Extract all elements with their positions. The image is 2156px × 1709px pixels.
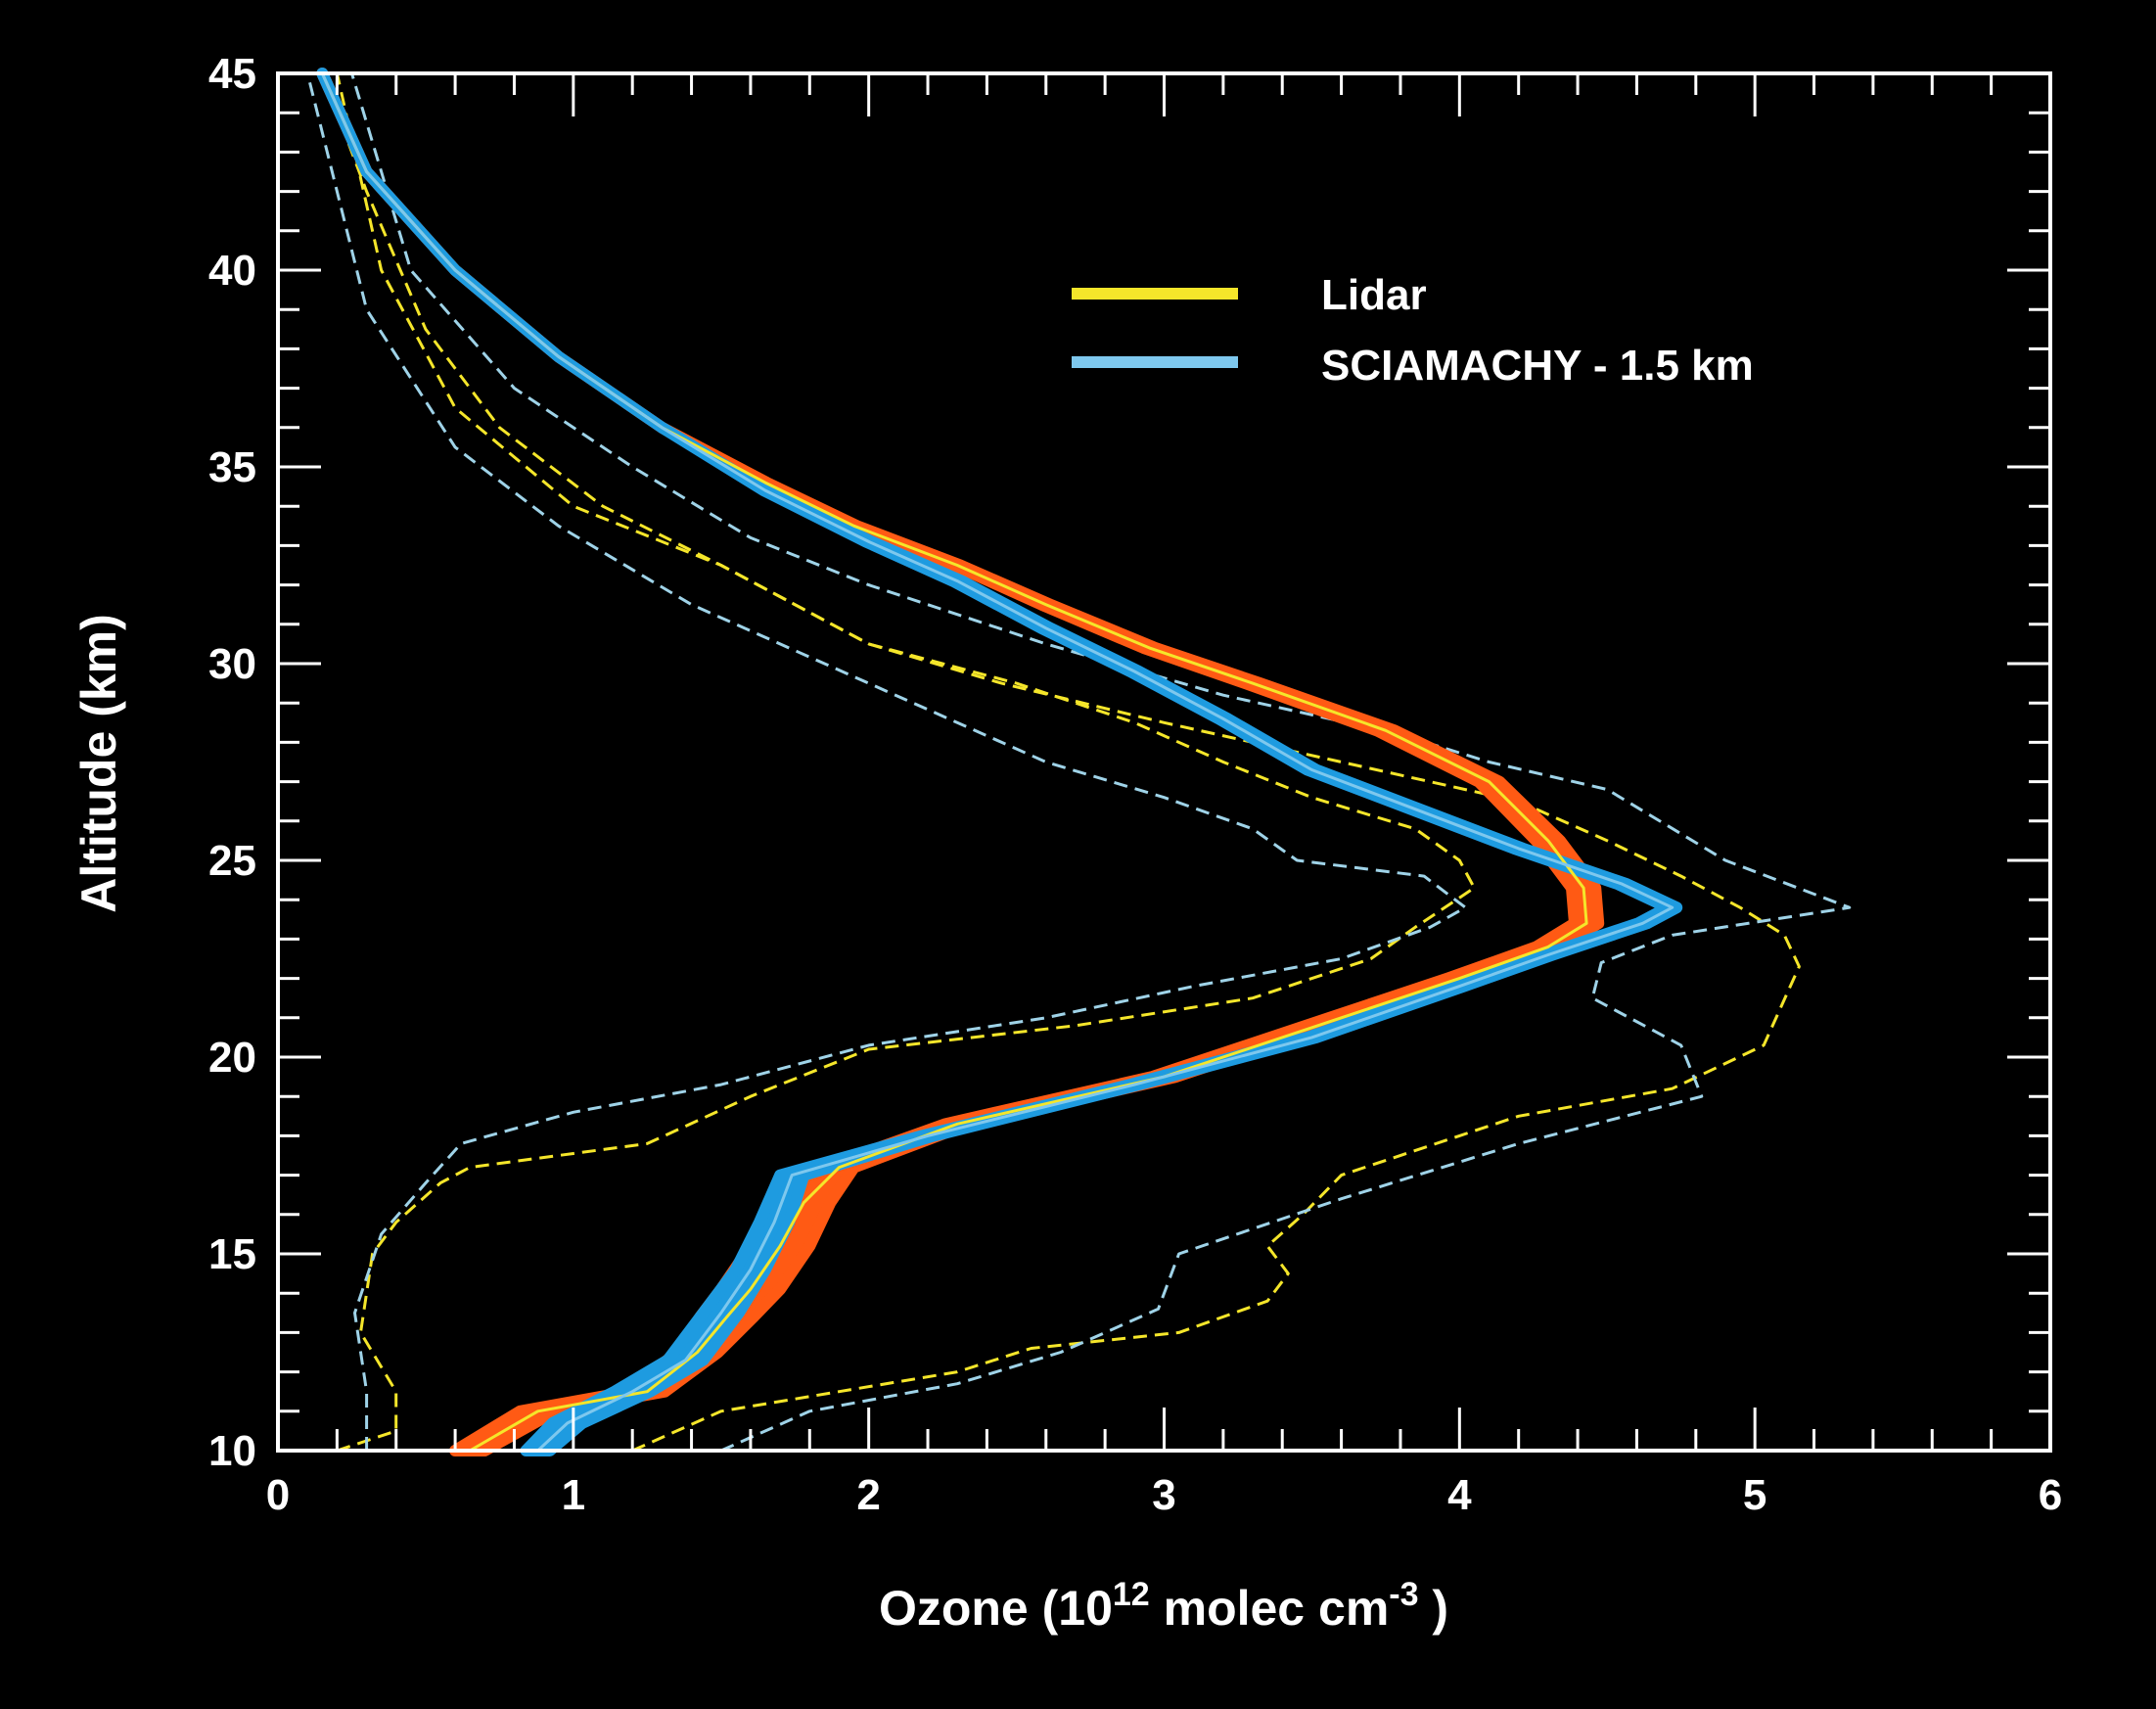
- y-tick-label: 30: [208, 640, 256, 688]
- series-line-1: [320, 72, 1674, 1453]
- x-axis-title-suffix: ): [1419, 1581, 1449, 1636]
- x-tick-label: 0: [266, 1471, 290, 1519]
- y-tick-label: 10: [208, 1427, 256, 1475]
- y-axis-title: Altitude (km): [71, 614, 126, 913]
- legend-label-sciamachy: SCIAMACHY - 1.5 km: [1321, 342, 1754, 390]
- uncertainty-envelopes: [305, 72, 1852, 1453]
- envelope-line-0: [320, 72, 1476, 1453]
- x-tick-label: 3: [1152, 1471, 1175, 1519]
- envelope-line-3: [350, 72, 1852, 1453]
- x-axis-title-exponent-2: -3: [1389, 1576, 1418, 1613]
- profile-lines: [320, 72, 1674, 1453]
- y-tick-label: 15: [208, 1230, 256, 1278]
- axis-ticks: [276, 71, 2052, 1453]
- y-tick-label: 25: [208, 837, 256, 885]
- x-tick-label: 6: [2039, 1471, 2062, 1519]
- x-axis-title-exponent-1: 12: [1113, 1576, 1150, 1613]
- y-tick-label: 40: [208, 247, 256, 295]
- legend: Lidar SCIAMACHY - 1.5 km: [1072, 271, 1754, 390]
- x-tick-labels: 0 1 2 3 4 5 6: [266, 1471, 2062, 1519]
- x-axis-title-middle: molec cm: [1150, 1581, 1390, 1636]
- x-tick-label: 2: [856, 1471, 880, 1519]
- x-tick-label: 1: [562, 1471, 585, 1519]
- y-tick-label: 45: [208, 50, 256, 98]
- x-tick-label: 5: [1743, 1471, 1766, 1519]
- series-line-0: [320, 72, 1588, 1453]
- y-tick-label: 35: [208, 443, 256, 491]
- x-axis-title: Ozone (1012 molec cm-3 ): [879, 1576, 1448, 1636]
- envelope-line-2: [305, 72, 1467, 1451]
- y-tick-labels: 10 15 20 25 30 35 40 45: [208, 50, 256, 1475]
- legend-label-lidar: Lidar: [1321, 271, 1427, 319]
- y-tick-label: 20: [208, 1034, 256, 1082]
- x-tick-label: 4: [1447, 1471, 1472, 1519]
- x-axis-title-prefix: Ozone (10: [879, 1581, 1113, 1636]
- envelope-line-1: [335, 72, 1801, 1453]
